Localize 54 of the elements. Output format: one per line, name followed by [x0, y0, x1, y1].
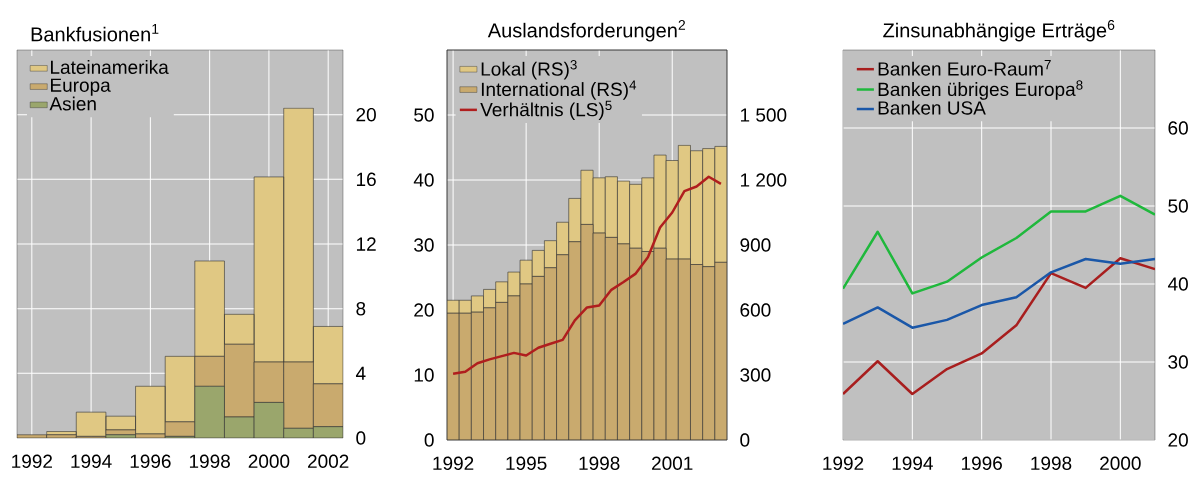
- legend-label: Lokal (RS)$^{3}$: [481, 60, 577, 80]
- x-tick-label: 1998: [1031, 456, 1072, 470]
- x-tick-label: 1996: [961, 456, 1002, 470]
- legend-label: Verhältnis (LS)$^{5}$: [480, 100, 612, 121]
- x-tick-label: 2001: [652, 456, 693, 470]
- y2-tick-label: 300: [740, 368, 771, 382]
- x-tick-label: 1998: [189, 454, 230, 468]
- y-tick-label: 20: [356, 107, 376, 122]
- chart-title: Auslandsforderungen$^{2}$: [487, 20, 686, 42]
- legend-label: Banken Euro-Raum$^{7}$: [878, 60, 1051, 76]
- legend-label: Lateinamerika: [51, 60, 169, 74]
- x-tick-label: 1996: [130, 454, 171, 468]
- x-tick-label: 1992: [12, 454, 52, 468]
- y-tick-label: 20: [1168, 433, 1188, 447]
- y2-tick-label: 0: [740, 433, 750, 447]
- y2-tick-label: 900: [740, 238, 771, 252]
- y2-tick-label: 600: [740, 303, 771, 317]
- x-tick-label: 1994: [71, 454, 112, 468]
- y-tick-label: 8: [356, 301, 366, 316]
- y-tick-label: 20: [414, 303, 434, 317]
- y-tick-label: 60: [1168, 121, 1188, 135]
- line-series: [843, 257, 1156, 396]
- legend-label: Banken USA: [878, 100, 986, 115]
- y-tick-label: 16: [356, 172, 376, 187]
- chart-title: Zinsunabhängige Erträge$^{6}$: [883, 20, 1115, 42]
- x-tick-label: 1998: [579, 456, 620, 470]
- y-tick-label: 4: [355, 366, 366, 380]
- y-tick-label: 12: [356, 237, 376, 251]
- legend-label: Asien: [49, 96, 96, 111]
- y-tick-label: 30: [1168, 355, 1188, 369]
- y-tick-label: 50: [1168, 199, 1188, 213]
- chart-title: Bankfusionen$^{1}$: [31, 24, 159, 42]
- x-tick-label: 1995: [506, 456, 547, 470]
- x-tick-label: 1992: [433, 456, 474, 470]
- x-tick-label: 1994: [892, 456, 933, 470]
- x-tick-label: 1992: [823, 456, 864, 470]
- y-tick-label: 30: [414, 238, 434, 252]
- y2-tick-label: 1 500: [740, 108, 787, 122]
- y2-tick-label: 1 200: [740, 173, 787, 187]
- line-series: [843, 194, 1156, 295]
- legend-label: Europa: [51, 78, 111, 96]
- x-tick-label: 2000: [1100, 456, 1141, 470]
- legend-label: Banken übriges Europa$^{8}$: [878, 80, 1083, 100]
- y-tick-label: 40: [413, 173, 434, 187]
- y-tick-label: 10: [414, 368, 434, 382]
- y-tick-label: 0: [356, 431, 366, 445]
- x-tick-label: 2000: [248, 454, 290, 468]
- legend-label: International (RS)$^{4}$: [481, 80, 637, 100]
- y-tick-label: 0: [424, 433, 434, 447]
- line-series: [451, 175, 723, 375]
- y-tick-label: 50: [414, 108, 434, 122]
- y-tick-label: 40: [1167, 277, 1188, 291]
- x-tick-label: 2002: [308, 454, 349, 468]
- line-series: [843, 257, 1156, 329]
